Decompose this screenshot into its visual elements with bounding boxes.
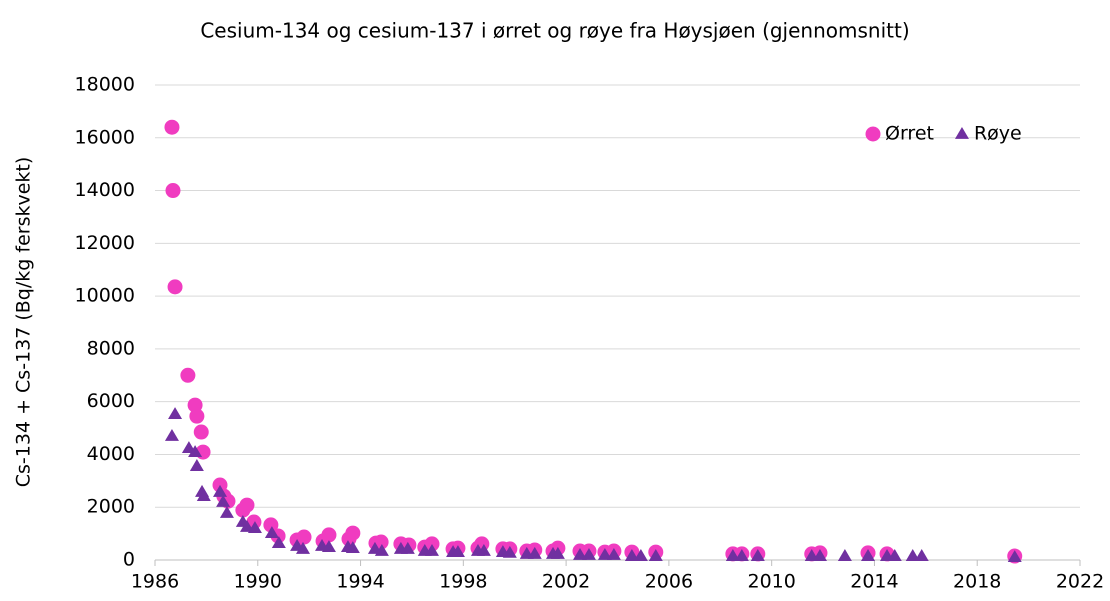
point [374,544,389,556]
legend-marker [954,127,969,139]
point [400,541,415,554]
y-tick-label: 4000 [87,443,135,465]
point [196,489,211,502]
point [345,541,360,554]
y-tick-label: 0 [123,549,135,571]
y-axis-label: Cs-134 + Cs-137 (Bq/kg ferskvekt) [13,157,35,488]
point [837,549,852,561]
y-tick-label: 10000 [75,285,135,307]
point [527,546,542,559]
point [219,506,234,518]
point [476,544,491,556]
point [624,549,639,561]
point [606,547,621,560]
x-tick-label: 1990 [234,571,282,593]
point [861,549,876,561]
legend-marker [865,126,881,142]
y-tick-label: 8000 [87,337,135,359]
point [905,549,920,561]
x-tick-label: 2022 [1056,571,1104,593]
legend-label: Røye [974,123,1022,145]
point [216,494,231,507]
chart-title: Cesium-134 og cesium-137 i ørret og røye… [200,19,909,43]
point [263,517,279,533]
point [424,536,440,552]
point [180,367,196,383]
point [189,408,205,424]
point [167,279,183,295]
point [321,527,337,543]
y-tick-label: 6000 [87,390,135,412]
point [187,397,203,413]
point [164,119,180,135]
point [164,428,179,441]
point [345,525,361,541]
y-tick-label: 12000 [75,232,135,254]
x-tick-label: 1986 [131,571,179,593]
point [750,549,765,561]
point [373,534,389,550]
point [188,445,203,457]
point [734,549,749,561]
point [193,424,209,440]
point [648,549,663,561]
point [633,549,648,561]
point [502,545,517,558]
point [572,547,587,560]
point [1007,550,1022,562]
point [189,459,204,471]
point [725,549,740,561]
x-tick-label: 2018 [953,571,1001,593]
x-tick-label: 1994 [336,571,384,593]
point [597,547,612,560]
point [450,545,465,557]
point [239,497,255,513]
point [581,547,596,560]
x-tick-label: 1998 [439,571,487,593]
point [296,541,310,554]
point [296,529,312,545]
y-tick-label: 2000 [87,496,135,518]
point [247,521,262,533]
point [213,484,228,497]
point [271,536,286,549]
point [887,549,902,561]
point [812,549,827,561]
point [550,546,565,559]
point [165,183,181,199]
x-tick-label: 2010 [747,571,795,593]
point [321,540,336,552]
x-tick-label: 2014 [850,571,898,593]
x-tick-label: 2006 [645,571,693,593]
legend-label: Ørret [885,123,934,145]
point [424,544,439,556]
x-tick-label: 2002 [542,571,590,593]
point [914,549,929,561]
y-tick-label: 14000 [75,179,135,201]
y-tick-label: 18000 [75,74,135,96]
point [264,526,279,538]
point [168,407,183,419]
y-tick-label: 16000 [75,126,135,148]
